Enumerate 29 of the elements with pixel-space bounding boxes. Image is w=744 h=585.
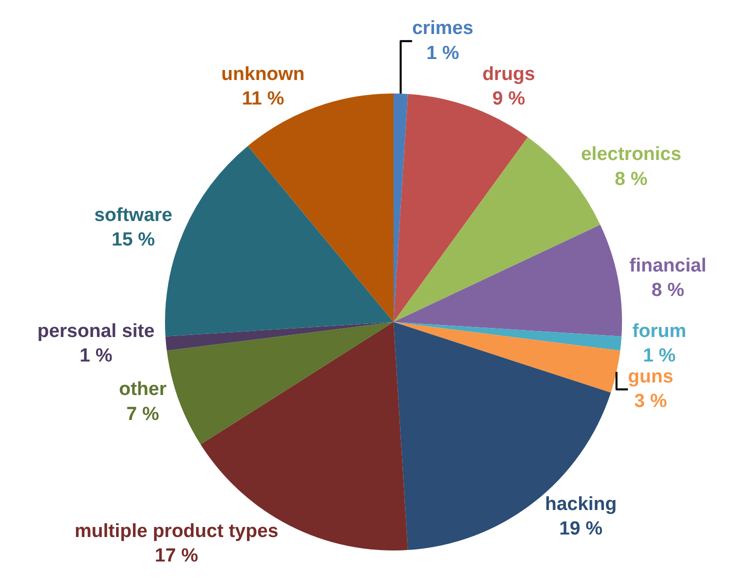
data-label: 8 %	[652, 280, 684, 302]
pie-slice	[394, 322, 620, 393]
slice-label: forum	[632, 320, 686, 342]
data-label: 3 %	[634, 391, 668, 412]
pie-slice	[165, 322, 394, 351]
slice-label: guns	[628, 366, 674, 388]
slice-label: electronics	[580, 144, 682, 166]
data-label: 8 %	[614, 168, 648, 190]
slice-label: personal site	[37, 320, 155, 342]
data-label: 1 %	[642, 346, 676, 367]
slice-label: financial	[629, 256, 706, 277]
pie-slice	[394, 322, 622, 351]
data-label: 19 %	[559, 518, 603, 540]
slice-label: other	[118, 379, 168, 400]
data-label: 1 %	[80, 346, 112, 367]
data-label: 1 %	[426, 42, 460, 64]
data-label: 7 %	[126, 404, 160, 425]
data-label: 15 %	[112, 230, 156, 250]
slice-label: crimes	[412, 18, 474, 40]
slice-label: multiple product types	[74, 520, 278, 542]
data-label: 17 %	[154, 546, 198, 567]
slice-label: drugs	[482, 64, 536, 85]
data-label: 9 %	[492, 88, 526, 110]
pie-slice	[394, 224, 622, 336]
slice-label: software	[94, 204, 172, 226]
slice-label: hacking	[544, 494, 617, 515]
slice-label: unknown	[221, 64, 305, 85]
pie-slice	[166, 322, 394, 444]
data-label: 11 %	[242, 88, 284, 110]
